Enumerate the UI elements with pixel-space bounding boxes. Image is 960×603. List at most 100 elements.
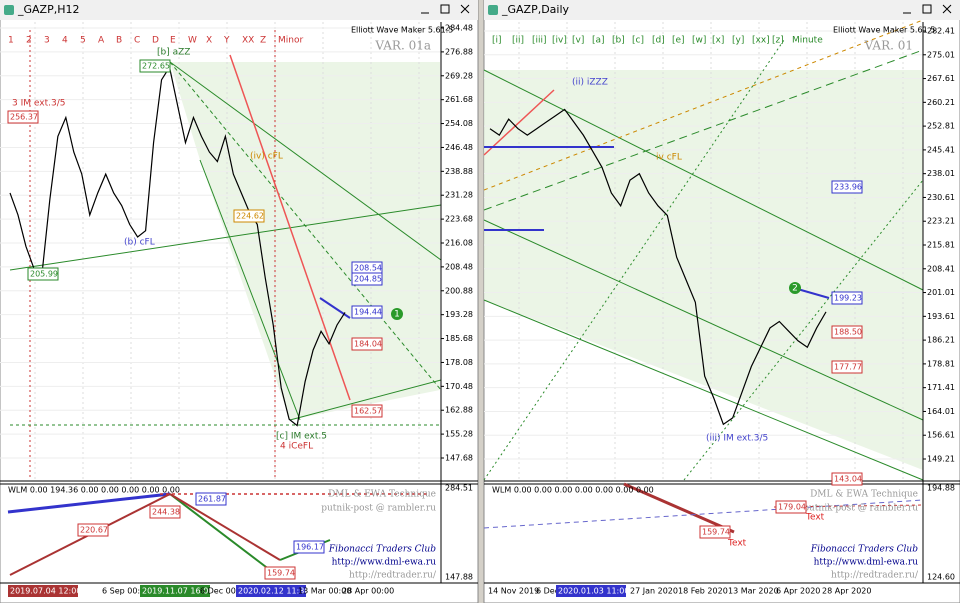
ea-info: Elliott Wave Maker 5.61.5 bbox=[833, 26, 935, 35]
wave-label[interactable]: [v] bbox=[572, 36, 584, 46]
price-box-label: 159.74 bbox=[267, 569, 295, 578]
wave-label[interactable]: [z] bbox=[772, 36, 784, 46]
wave-label[interactable]: 3 bbox=[44, 36, 50, 46]
wave-label[interactable]: 1 bbox=[8, 36, 14, 46]
date-label: 13 Mar 00:00 bbox=[298, 587, 351, 596]
wave-marker bbox=[391, 308, 403, 320]
indicator-axis-label: 147.88 bbox=[445, 573, 473, 582]
price-label: 267.61 bbox=[927, 74, 955, 83]
price-box-label: 194.44 bbox=[354, 308, 382, 317]
trend-line bbox=[483, 19, 924, 191]
wave-label[interactable]: [b] bbox=[612, 36, 625, 46]
close-icon bbox=[942, 4, 952, 14]
price-box bbox=[7, 110, 39, 124]
wave-label[interactable]: E bbox=[170, 36, 176, 46]
wave-marker-label: 1 bbox=[394, 310, 400, 320]
price-label: 276.88 bbox=[445, 47, 473, 56]
price-box bbox=[149, 505, 181, 519]
price-label: 216.08 bbox=[445, 239, 473, 248]
wave-annotation: (b) cFL bbox=[124, 238, 155, 248]
price-box-label: 256.37 bbox=[10, 113, 38, 122]
chart-window: _GAZP,Daily 282.41 275.01 267.61 260.21 252.8… bbox=[483, 0, 960, 603]
price-box-label: 184.04 bbox=[354, 340, 382, 349]
price-label: 260.21 bbox=[927, 98, 955, 107]
wave-label[interactable]: [a] bbox=[592, 36, 605, 46]
title-bar bbox=[484, 0, 960, 20]
channel-shade bbox=[170, 62, 440, 420]
wave-label[interactable]: Y bbox=[223, 36, 230, 46]
price-box bbox=[293, 540, 325, 554]
date-highlight bbox=[236, 585, 306, 597]
wave-label[interactable]: Minor bbox=[278, 36, 303, 46]
icon bbox=[4, 5, 14, 15]
date-label: 6 Apr 2020 bbox=[776, 587, 820, 596]
wave-label[interactable]: 4 bbox=[62, 36, 68, 46]
wave-label[interactable]: A bbox=[98, 36, 105, 46]
price-box-label: 224.62 bbox=[236, 212, 264, 221]
wave-label[interactable]: [ii] bbox=[512, 36, 524, 46]
chart-window: _GAZP,H12 284.48 276.88 269.28 261.68 254.08 2… bbox=[0, 0, 479, 603]
wave-label[interactable]: [w] bbox=[692, 36, 706, 46]
price-label: 231.28 bbox=[445, 191, 473, 200]
wave-label[interactable]: [e] bbox=[672, 36, 685, 46]
wave-label[interactable]: 5 bbox=[80, 36, 86, 46]
price-label: 269.28 bbox=[445, 71, 473, 80]
trend-line bbox=[9, 204, 442, 271]
price-label: 238.88 bbox=[445, 167, 473, 176]
price-label: 193.28 bbox=[445, 310, 473, 319]
price-box-label: 177.77 bbox=[834, 363, 862, 372]
date-label: 28 Apr 2020 bbox=[822, 587, 871, 596]
date-label: 2019.07.04 12:00 bbox=[10, 587, 81, 596]
price-box-label: 272.65 bbox=[142, 62, 170, 71]
wave-label[interactable]: [c] bbox=[632, 36, 644, 46]
variant: VAR. 01a bbox=[374, 39, 431, 53]
price-label: 193.61 bbox=[927, 312, 955, 321]
wave-label[interactable]: [iv] bbox=[552, 36, 567, 46]
wave-label[interactable]: [d] bbox=[652, 36, 665, 46]
date-label: 2019.11.07 16:00 bbox=[142, 587, 213, 596]
variant: VAR. 01 bbox=[864, 39, 913, 53]
wave-marker-label: 2 bbox=[792, 284, 798, 294]
wave-annotation: [b] aZZ bbox=[157, 48, 190, 58]
wave-label[interactable]: W bbox=[188, 36, 197, 46]
wave-label[interactable]: XX bbox=[242, 36, 254, 46]
wave-label[interactable]: Minute bbox=[792, 36, 823, 46]
wave-label[interactable]: Z bbox=[260, 36, 266, 46]
wave-label[interactable]: C bbox=[134, 36, 140, 46]
wave-label[interactable]: [xx] bbox=[752, 36, 770, 46]
wave-label[interactable]: [x] bbox=[712, 36, 724, 46]
trend-line bbox=[483, 39, 785, 481]
price-label: 171.41 bbox=[927, 383, 955, 392]
trend-line bbox=[483, 69, 924, 291]
wave-annotation: iv cFL bbox=[656, 153, 682, 163]
indicator-credit: putnik-post @ rambler.ru bbox=[803, 504, 918, 514]
wave-marker bbox=[789, 282, 801, 294]
date-label: 6 Sep 00:00 bbox=[102, 587, 150, 596]
title-bar bbox=[0, 0, 478, 20]
trend-line bbox=[199, 159, 301, 421]
price-label: 284.48 bbox=[445, 24, 473, 33]
wave-label[interactable]: 2 bbox=[26, 36, 32, 46]
indicator-credit: DML & EWA Technique bbox=[810, 490, 918, 500]
price-label: 185.68 bbox=[445, 334, 473, 343]
wave-label[interactable]: [y] bbox=[732, 36, 744, 46]
price-box-label: 162.57 bbox=[354, 407, 382, 416]
indicator-line bbox=[483, 499, 924, 529]
wave-label[interactable]: D bbox=[152, 36, 159, 46]
price-box bbox=[351, 272, 383, 286]
indicator-credit: http://www.dml-ewa.ru bbox=[814, 558, 919, 568]
indicator-credit: Fibonacci Traders Club bbox=[328, 545, 436, 555]
wave-label[interactable]: B bbox=[116, 36, 122, 46]
wave-label[interactable]: [iii] bbox=[532, 36, 547, 46]
wave-label[interactable]: [i] bbox=[492, 36, 502, 46]
date-highlight bbox=[8, 585, 78, 597]
indicator-line bbox=[7, 492, 171, 514]
trend-line bbox=[483, 299, 924, 481]
price-label: 254.08 bbox=[445, 119, 473, 128]
price-box-label: 143.04 bbox=[834, 475, 862, 484]
wave-label[interactable]: X bbox=[206, 36, 212, 46]
price-label: 164.01 bbox=[927, 407, 955, 416]
price-label: 223.68 bbox=[445, 215, 473, 224]
price-box bbox=[831, 360, 863, 374]
